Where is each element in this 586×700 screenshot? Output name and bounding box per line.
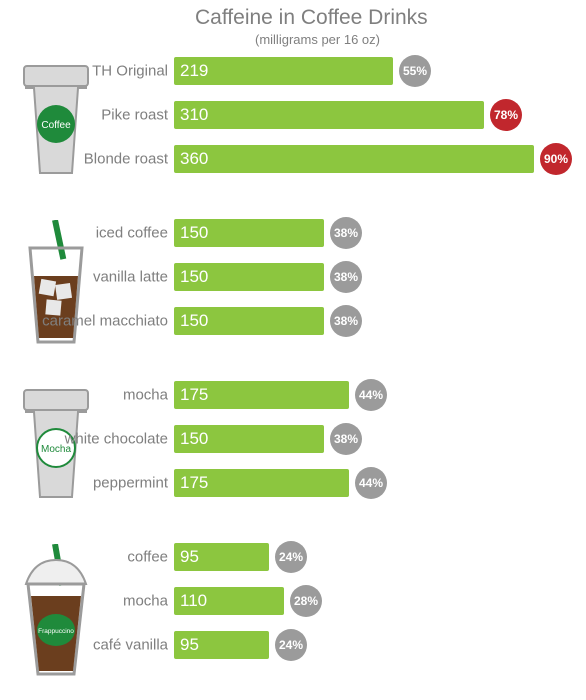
bar-row: Pike roast 310 78% [0,98,586,132]
caffeine-value: 360 [180,145,208,173]
bar-row: vanilla latte 150 38% [0,260,586,294]
percent-badge: 44% [355,379,387,411]
drink-label: vanilla latte [18,270,168,285]
percent-badge: 38% [330,423,362,455]
drink-label: TH Original [18,64,168,79]
drink-label: iced coffee [18,226,168,241]
drink-label: white chocolate [18,432,168,447]
percent-badge: 38% [330,305,362,337]
bar-row: coffee 95 24% [0,540,586,574]
chart-title: Caffeine in Coffee Drinks [195,6,428,30]
bar-row: café vanilla 95 24% [0,628,586,662]
drink-label: coffee [18,550,168,565]
caffeine-value: 110 [180,587,207,615]
caffeine-value: 310 [180,101,208,129]
caffeine-value: 150 [180,219,208,247]
caffeine-value: 219 [180,57,208,85]
bar-row: mocha 175 44% [0,378,586,412]
drink-label: café vanilla [18,638,168,653]
bar-row: white chocolate 150 38% [0,422,586,456]
percent-badge: 38% [330,261,362,293]
chart-subtitle: (milligrams per 16 oz) [255,32,380,47]
caffeine-value: 95 [180,543,199,571]
caffeine-bar [174,145,534,173]
percent-badge: 44% [355,467,387,499]
drink-label: Blonde roast [18,152,168,167]
drink-label: peppermint [18,476,168,491]
caffeine-value: 150 [180,425,208,453]
caffeine-value: 150 [180,307,208,335]
percent-badge: 38% [330,217,362,249]
bar-row: caramel macchiato 150 38% [0,304,586,338]
percent-badge: 24% [275,629,307,661]
drink-label: caramel macchiato [18,314,168,329]
percent-badge: 28% [290,585,322,617]
percent-badge: 78% [490,99,522,131]
caffeine-value: 175 [180,469,208,497]
caffeine-value: 95 [180,631,199,659]
drink-label: mocha [18,388,168,403]
infographic-canvas: Caffeine in Coffee Drinks (milligrams pe… [0,0,586,700]
caffeine-value: 175 [180,381,208,409]
drink-label: Pike roast [18,108,168,123]
bar-row: Blonde roast 360 90% [0,142,586,176]
caffeine-bar [174,101,484,129]
percent-badge: 24% [275,541,307,573]
bar-row: TH Original 219 55% [0,54,586,88]
percent-badge: 55% [399,55,431,87]
drink-label: mocha [18,594,168,609]
caffeine-value: 150 [180,263,208,291]
percent-badge: 90% [540,143,572,175]
bar-row: mocha 110 28% [0,584,586,618]
bar-row: iced coffee 150 38% [0,216,586,250]
bar-row: peppermint 175 44% [0,466,586,500]
